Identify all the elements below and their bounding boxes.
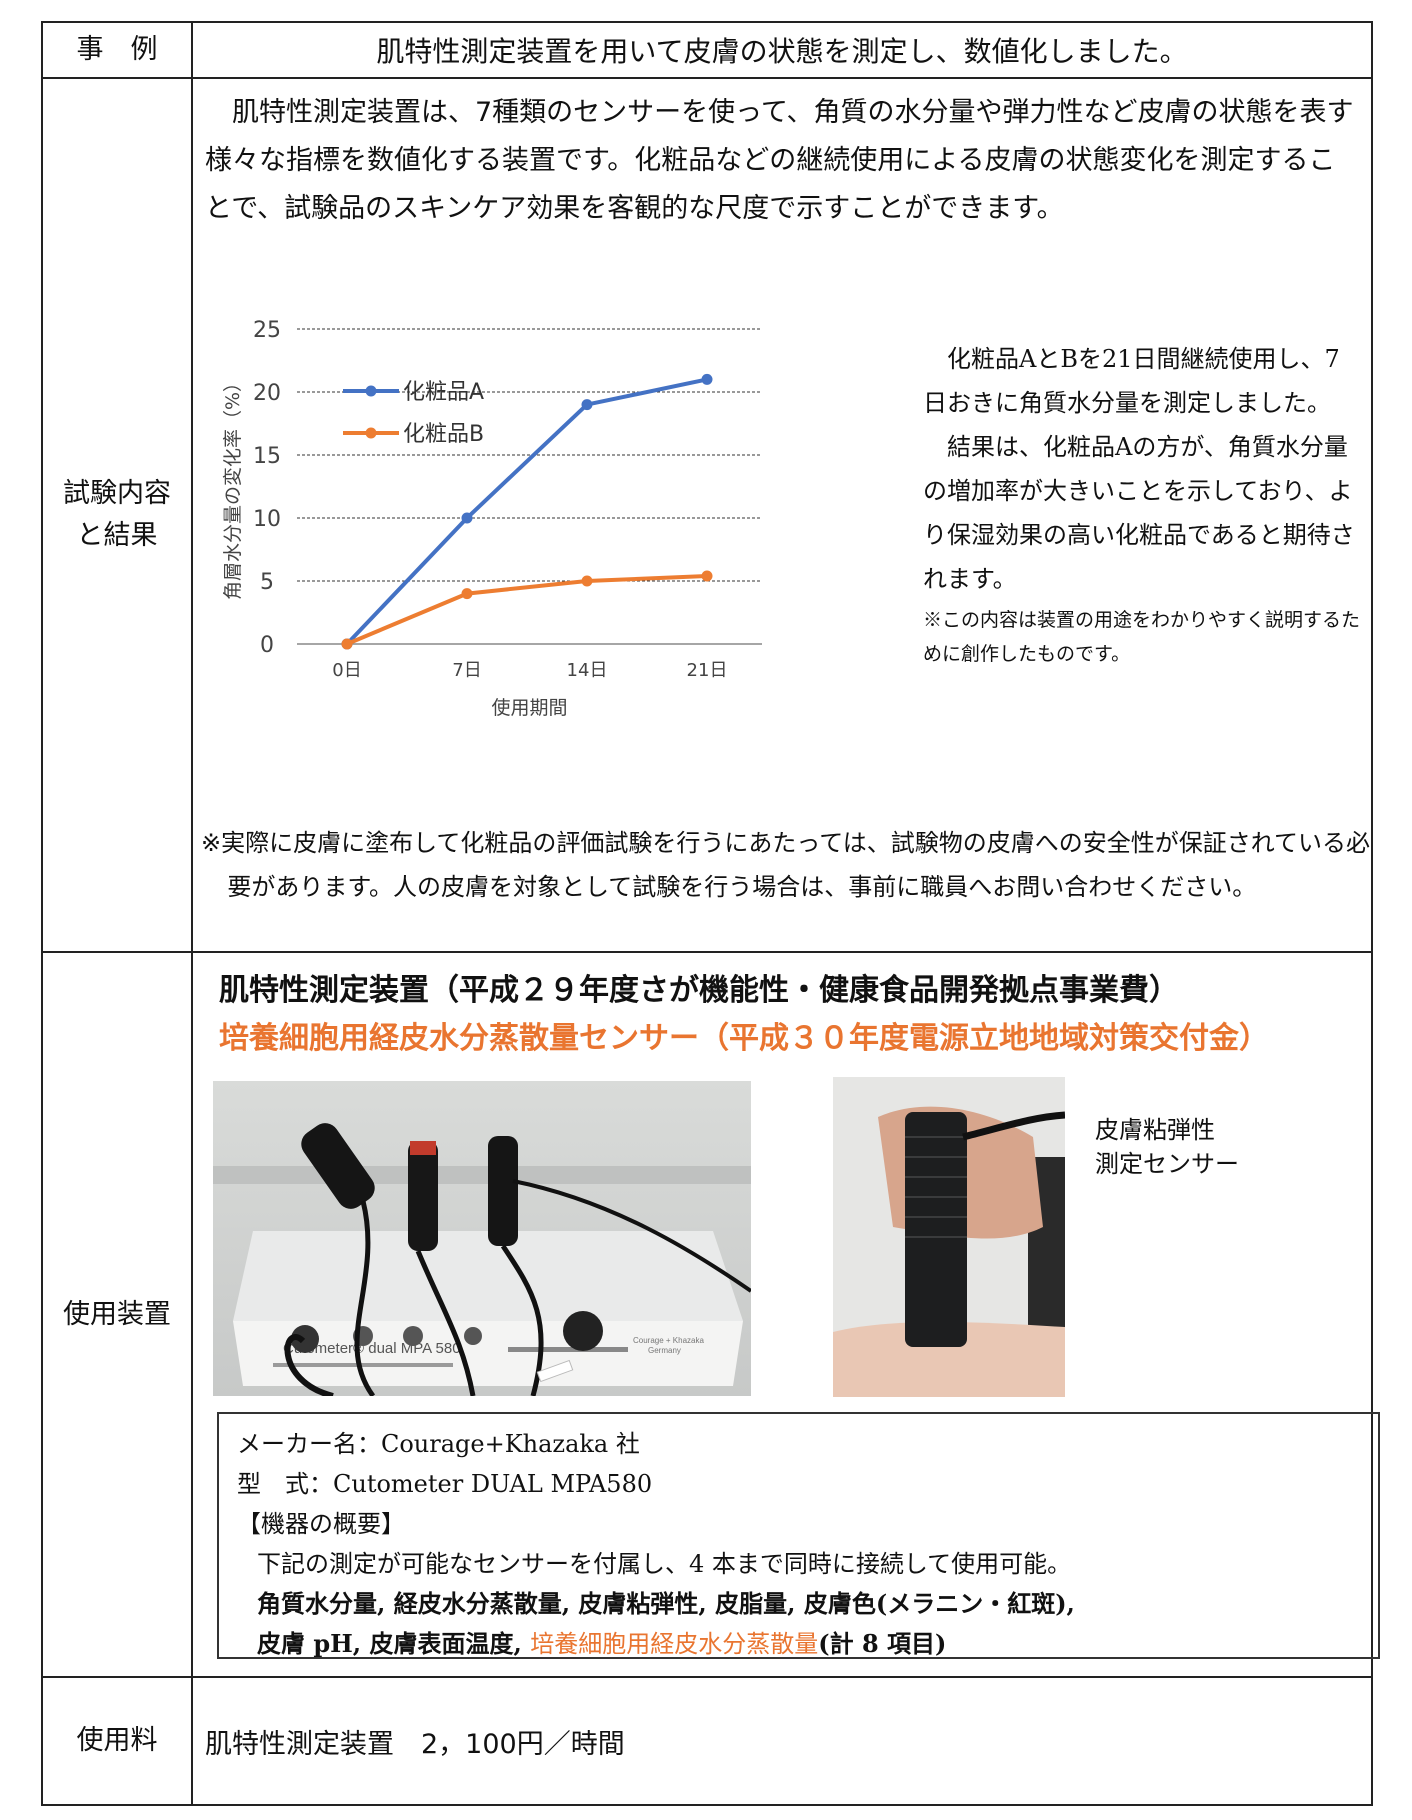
x-tick-label: 14日 (567, 660, 608, 681)
sensor-caption-line-2: 測定センサー (1095, 1150, 1239, 1178)
x-axis-label: 使用期間 (491, 697, 567, 719)
items-line-2: 皮膚 pH, 皮膚表面温度, 培養細胞用経皮水分蒸散量(計 8 項目) (237, 1624, 1360, 1664)
data-point (701, 570, 713, 582)
legend-label: 化粧品A (403, 380, 484, 405)
data-point (581, 399, 593, 411)
overview-heading: 【機器の概要】 (237, 1510, 405, 1538)
y-tick-label: 5 (260, 570, 274, 595)
info-sheet: 事 例 肌特性測定装置を用いて皮膚の状態を測定し、数値化しました。 試験内容と結… (41, 21, 1380, 1806)
test-intro: 肌特性測定装置は、7種類のセンサーを使って、角質の水分量や弾力性など皮膚の状態を… (205, 97, 1354, 224)
example-row: 事 例 肌特性測定装置を用いて皮膚の状態を測定し、数値化しました。 (41, 21, 1373, 77)
safety-caution: ※実際に皮膚に塗布して化粧品の評価試験を行うにあたっては、試験物の皮膚への安全性… (201, 829, 1370, 901)
items-line-2-c: (計 8 項目) (818, 1629, 947, 1658)
example-label: 事 例 (43, 23, 193, 77)
data-point (341, 638, 353, 650)
y-tick-label: 25 (253, 318, 281, 343)
equipment-content: 肌特性測定装置（平成２９年度さが機能性・健康食品開発拠点事業費） 培養細胞用経皮… (193, 953, 1380, 1676)
y-tick-label: 20 (253, 381, 281, 406)
legend-marker (365, 385, 377, 397)
legend-marker (365, 427, 377, 439)
device-country: Germany (648, 1346, 681, 1355)
y-tick-label: 15 (253, 444, 281, 469)
test-label: 試験内容と結果 (43, 79, 193, 951)
equipment-label: 使用装置 (43, 953, 193, 1676)
x-tick-label: 0日 (332, 660, 361, 681)
series-line (346, 573, 708, 646)
sensor-photo-illustration (833, 1077, 1065, 1397)
fee-text: 肌特性測定装置 2，100円／時間 (205, 1728, 625, 1760)
data-point (701, 373, 713, 385)
maker-line: メーカー名：Courage+Khazaka 社 (237, 1430, 640, 1458)
fee-row: 使用料 肌特性測定装置 2，100円／時間 (41, 1676, 1373, 1806)
sensor-photo (833, 1077, 1065, 1397)
equipment-title: 肌特性測定装置（平成２９年度さが機能性・健康食品開発拠点事業費） (219, 973, 1179, 1008)
x-tick-label: 7日 (452, 660, 481, 681)
device-photo: Cutometer® dual MPA 580 Courage + Khazak… (213, 1081, 751, 1396)
legend-label: 化粧品B (403, 422, 484, 447)
device-photo-illustration: Cutometer® dual MPA 580 Courage + Khazak… (213, 1081, 751, 1396)
description-paragraph-1: 化粧品AとBを21日間継続使用し、7日おきに角質水分量を測定しました。 (923, 345, 1340, 417)
example-text: 肌特性測定装置を用いて皮膚の状態を測定し、数値化しました。 (376, 35, 1188, 68)
y-tick-label: 10 (253, 507, 281, 532)
sensor-title: 培養細胞用経皮水分蒸散量センサー（平成３０年度電源立地地域対策交付金） (219, 1021, 1269, 1056)
data-point (461, 588, 473, 600)
fiction-note: ※この内容は装置の用途をわかりやすく説明するために創作したものです。 (923, 609, 1361, 665)
y-tick-label: 0 (260, 633, 274, 658)
overview-text: 下記の測定が可能なセンサーを付属し、4 本まで同時に接続して使用可能。 (257, 1550, 1072, 1578)
test-row: 試験内容と結果 肌特性測定装置は、7種類のセンサーを使って、角質の水分量や弾力性… (41, 77, 1373, 951)
data-point (581, 575, 593, 587)
items-line-2-highlight: 培養細胞用経皮水分蒸散量 (530, 1630, 819, 1658)
model-line: 型 式：Cutometer DUAL MPA580 (237, 1470, 653, 1498)
items-line-2-a: 皮膚 pH, 皮膚表面温度, (257, 1629, 531, 1658)
sensor-caption: 皮膚粘弾性 測定センサー (1095, 1113, 1239, 1181)
series-line (345, 377, 708, 646)
x-tick-label: 21日 (687, 660, 728, 681)
items-line-1: 角質水分量, 経皮水分蒸散量, 皮膚粘弾性, 皮脂量, 皮膚色(メラニン・紅斑)… (257, 1589, 1075, 1618)
data-point (461, 512, 473, 524)
test-description: 化粧品AとBを21日間継続使用し、7日おきに角質水分量を測定しました。 結果は、… (923, 337, 1363, 671)
moisture-chart: 0 5 10 15 20 25 0日 7日 14日 21日使用期間 角層水分量の変化率（%） 化粧品A… (217, 299, 777, 749)
device-brand: Courage + Khazaka (633, 1336, 704, 1345)
sensor-caption-line-1: 皮膚粘弾性 (1095, 1116, 1215, 1144)
equipment-row: 使用装置 肌特性測定装置（平成２９年度さが機能性・健康食品開発拠点事業費） 培養… (41, 951, 1380, 1676)
test-content: 肌特性測定装置は、7種類のセンサーを使って、角質の水分量や弾力性など皮膚の状態を… (193, 79, 1371, 951)
y-axis-label: 角層水分量の変化率（%） (222, 373, 244, 600)
spec-box: メーカー名：Courage+Khazaka 社 型 式：Cutometer DU… (217, 1412, 1380, 1659)
description-paragraph-2: 結果は、化粧品Aの方が、角質水分量の増加率が大きいことを示しており、より保湿効果… (923, 433, 1355, 593)
fee-label: 使用料 (43, 1678, 193, 1804)
